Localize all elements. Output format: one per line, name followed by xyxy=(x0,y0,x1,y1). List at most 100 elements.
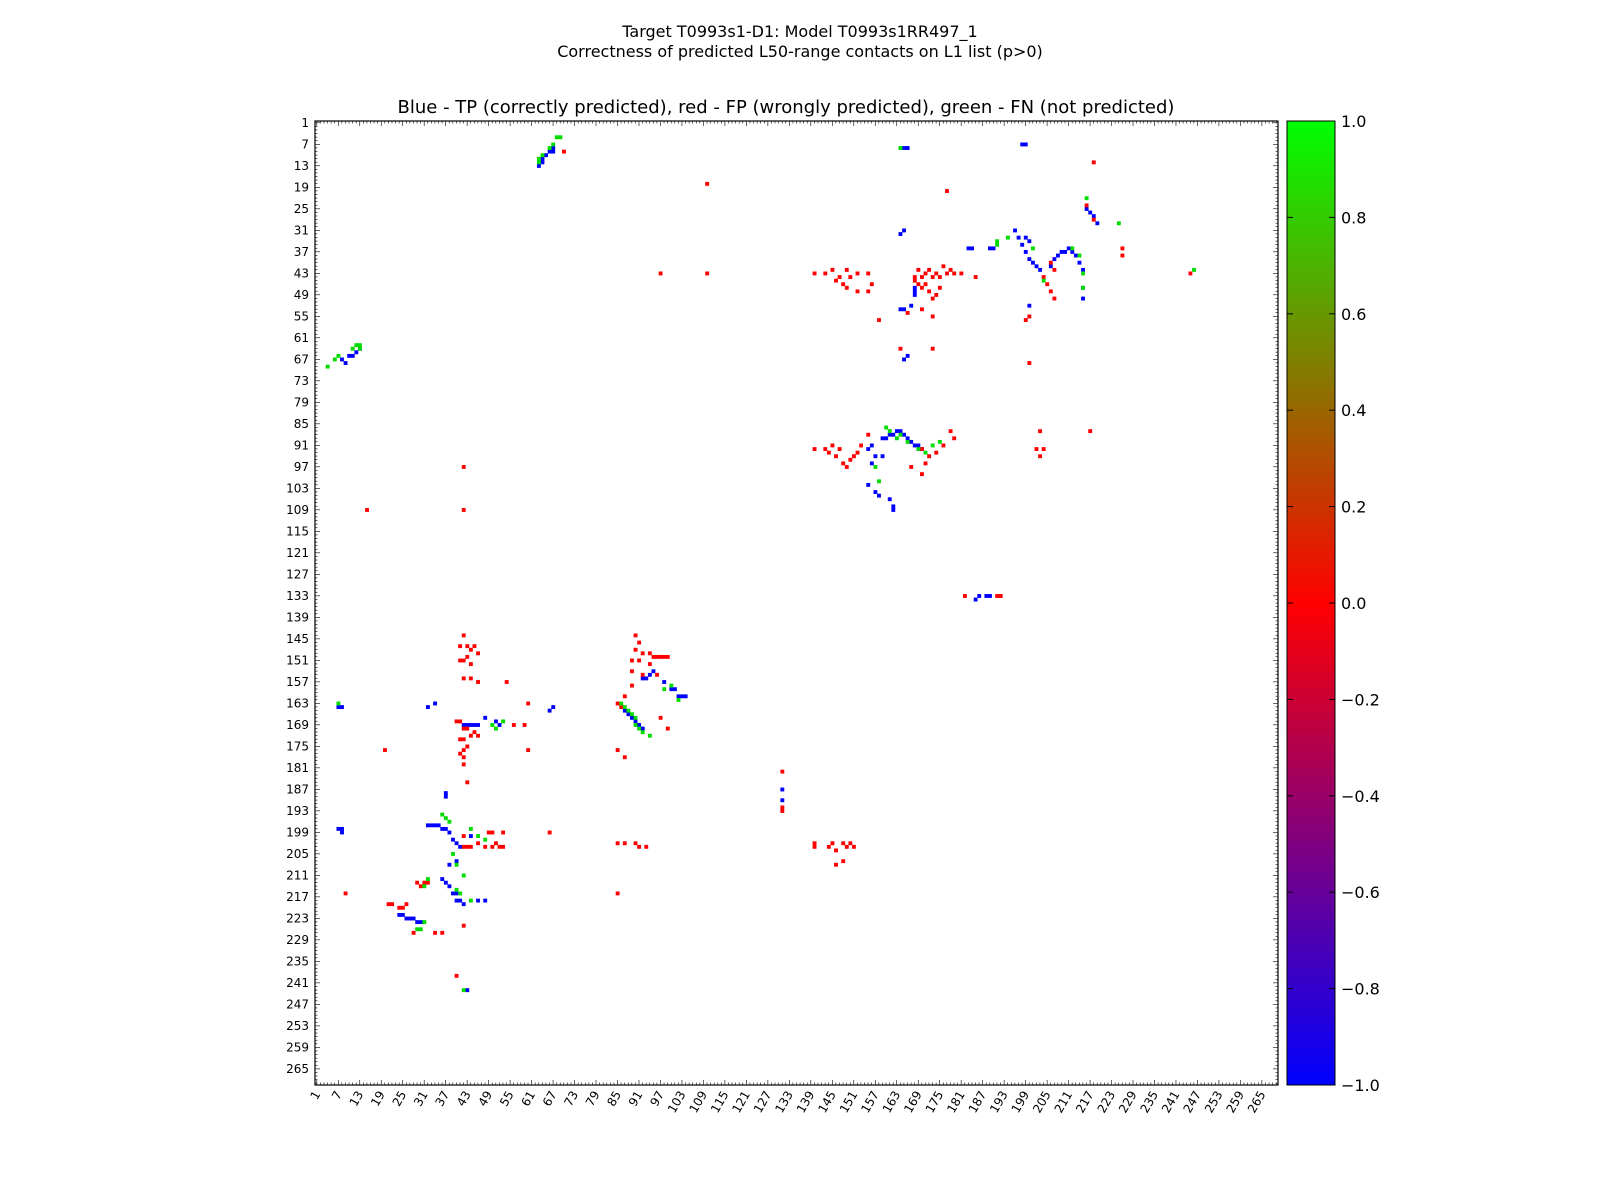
contact-cell-fp xyxy=(640,672,645,677)
contact-cell-fp xyxy=(920,472,924,477)
contact-cell-tp xyxy=(540,160,545,165)
contact-cell-fp xyxy=(848,841,853,846)
contact-cell-fp xyxy=(662,654,667,659)
contact-cell-tp xyxy=(902,146,906,150)
contact-cell-tp xyxy=(536,164,541,168)
contact-cell-fp xyxy=(841,841,846,846)
y-tick-label: 229 xyxy=(286,933,309,947)
contact-cell-tp xyxy=(912,289,917,294)
contact-cell-fp xyxy=(973,275,978,279)
contact-cell-fn xyxy=(898,432,903,437)
colorbar-tick-label: 1.0 xyxy=(1341,112,1366,131)
y-tick-label: 181 xyxy=(286,761,309,775)
contact-cell-fp xyxy=(655,672,659,677)
contact-cell-fp xyxy=(855,450,860,455)
x-tick-label: 187 xyxy=(966,1089,990,1116)
contact-cell-fp xyxy=(454,719,459,724)
contact-cell-fn xyxy=(558,135,563,140)
contact-cell-fp xyxy=(945,271,949,276)
contact-cell-fp xyxy=(461,834,466,839)
contact-cell-fp xyxy=(397,905,402,910)
contact-cell-fp xyxy=(830,267,835,272)
y-tick-label: 79 xyxy=(294,395,309,409)
contact-cell-fn xyxy=(332,357,337,362)
y-tick-label: 97 xyxy=(294,460,309,474)
contact-cell-fp xyxy=(433,930,438,935)
contact-cell-fp xyxy=(504,680,509,684)
contact-cell-fp xyxy=(468,844,473,849)
contact-cell-fp xyxy=(501,844,506,849)
contact-cell-fn xyxy=(633,715,638,720)
contact-cell-tp xyxy=(626,712,631,717)
contact-cell-fn xyxy=(454,862,459,867)
contact-cell-fn xyxy=(887,429,892,434)
contact-cell-tp xyxy=(898,232,903,236)
contact-cell-fn xyxy=(647,733,652,738)
colorbar-tick-label: −0.4 xyxy=(1341,787,1380,806)
contact-cell-fn xyxy=(937,439,942,444)
contact-cell-fn xyxy=(916,447,921,451)
contact-cell-fp xyxy=(841,859,846,864)
y-tick-label: 43 xyxy=(294,266,309,280)
contact-cell-tp xyxy=(672,687,677,692)
contact-cell-tp xyxy=(1034,264,1039,269)
contact-cell-fp xyxy=(461,737,466,742)
contact-cell-fp xyxy=(458,658,463,663)
contact-cell-tp xyxy=(494,719,498,724)
contact-cell-tp xyxy=(880,436,885,441)
contact-cell-tp xyxy=(425,705,430,710)
contact-cell-fn xyxy=(626,708,631,713)
x-tick-label: 223 xyxy=(1095,1089,1119,1116)
contact-cell-fn xyxy=(630,712,634,717)
contact-cell-tp xyxy=(418,920,423,925)
contact-cell-fp xyxy=(476,733,480,738)
contact-cell-tp xyxy=(433,701,438,706)
contact-cell-tp xyxy=(1081,267,1085,272)
contact-cell-tp xyxy=(1027,239,1032,244)
contact-cell-fp xyxy=(511,723,516,727)
contact-cell-fp xyxy=(780,769,785,774)
contact-cell-tp xyxy=(415,920,420,925)
x-tick-label: 133 xyxy=(772,1089,796,1116)
contact-cell-tp xyxy=(633,719,638,724)
contact-cell-tp xyxy=(984,594,989,598)
colorbar-tick-label: −0.2 xyxy=(1341,690,1380,709)
contact-cell-fn xyxy=(415,927,420,932)
y-tick-label: 259 xyxy=(286,1040,309,1054)
x-tick-label: 217 xyxy=(1073,1089,1097,1116)
contact-cell-fp xyxy=(658,715,663,720)
contact-cell-fn xyxy=(483,837,488,842)
x-tick-label: 253 xyxy=(1202,1089,1226,1116)
contact-cell-fn xyxy=(325,364,330,369)
colorbar xyxy=(1286,120,1336,1086)
x-tick-label: 175 xyxy=(923,1089,947,1116)
x-tick-label: 37 xyxy=(433,1089,453,1109)
y-tick-label: 223 xyxy=(286,911,309,925)
contact-cell-fn xyxy=(1077,253,1082,258)
contact-cell-fn xyxy=(554,135,559,140)
contact-cell-fp xyxy=(1084,203,1089,208)
contact-cell-tp xyxy=(343,361,348,365)
x-tick-label: 235 xyxy=(1138,1089,1162,1116)
x-tick-label: 85 xyxy=(604,1089,624,1109)
y-tick-label: 163 xyxy=(286,696,309,710)
contact-cell-tp xyxy=(622,708,627,713)
contact-cell-fp xyxy=(841,461,846,466)
contact-cell-fp xyxy=(637,640,642,645)
contact-cell-fp xyxy=(465,844,470,849)
y-tick-label: 61 xyxy=(294,331,309,345)
contact-cell-tp xyxy=(451,837,455,842)
contact-cell-fp xyxy=(844,267,849,272)
contact-cell-fn xyxy=(551,142,556,147)
contact-cell-fp xyxy=(486,830,491,835)
y-tick-label: 55 xyxy=(294,309,309,323)
contact-cell-fp xyxy=(826,844,831,849)
contact-cell-tp xyxy=(877,493,881,498)
x-tick-label: 151 xyxy=(837,1089,861,1116)
contact-cell-fn xyxy=(458,891,463,896)
contact-cell-tp xyxy=(1077,260,1082,265)
contact-cell-fp xyxy=(1091,217,1096,222)
contact-cell-fp xyxy=(855,289,860,294)
contact-cell-tp xyxy=(887,497,892,502)
contact-cell-tp xyxy=(909,303,914,308)
